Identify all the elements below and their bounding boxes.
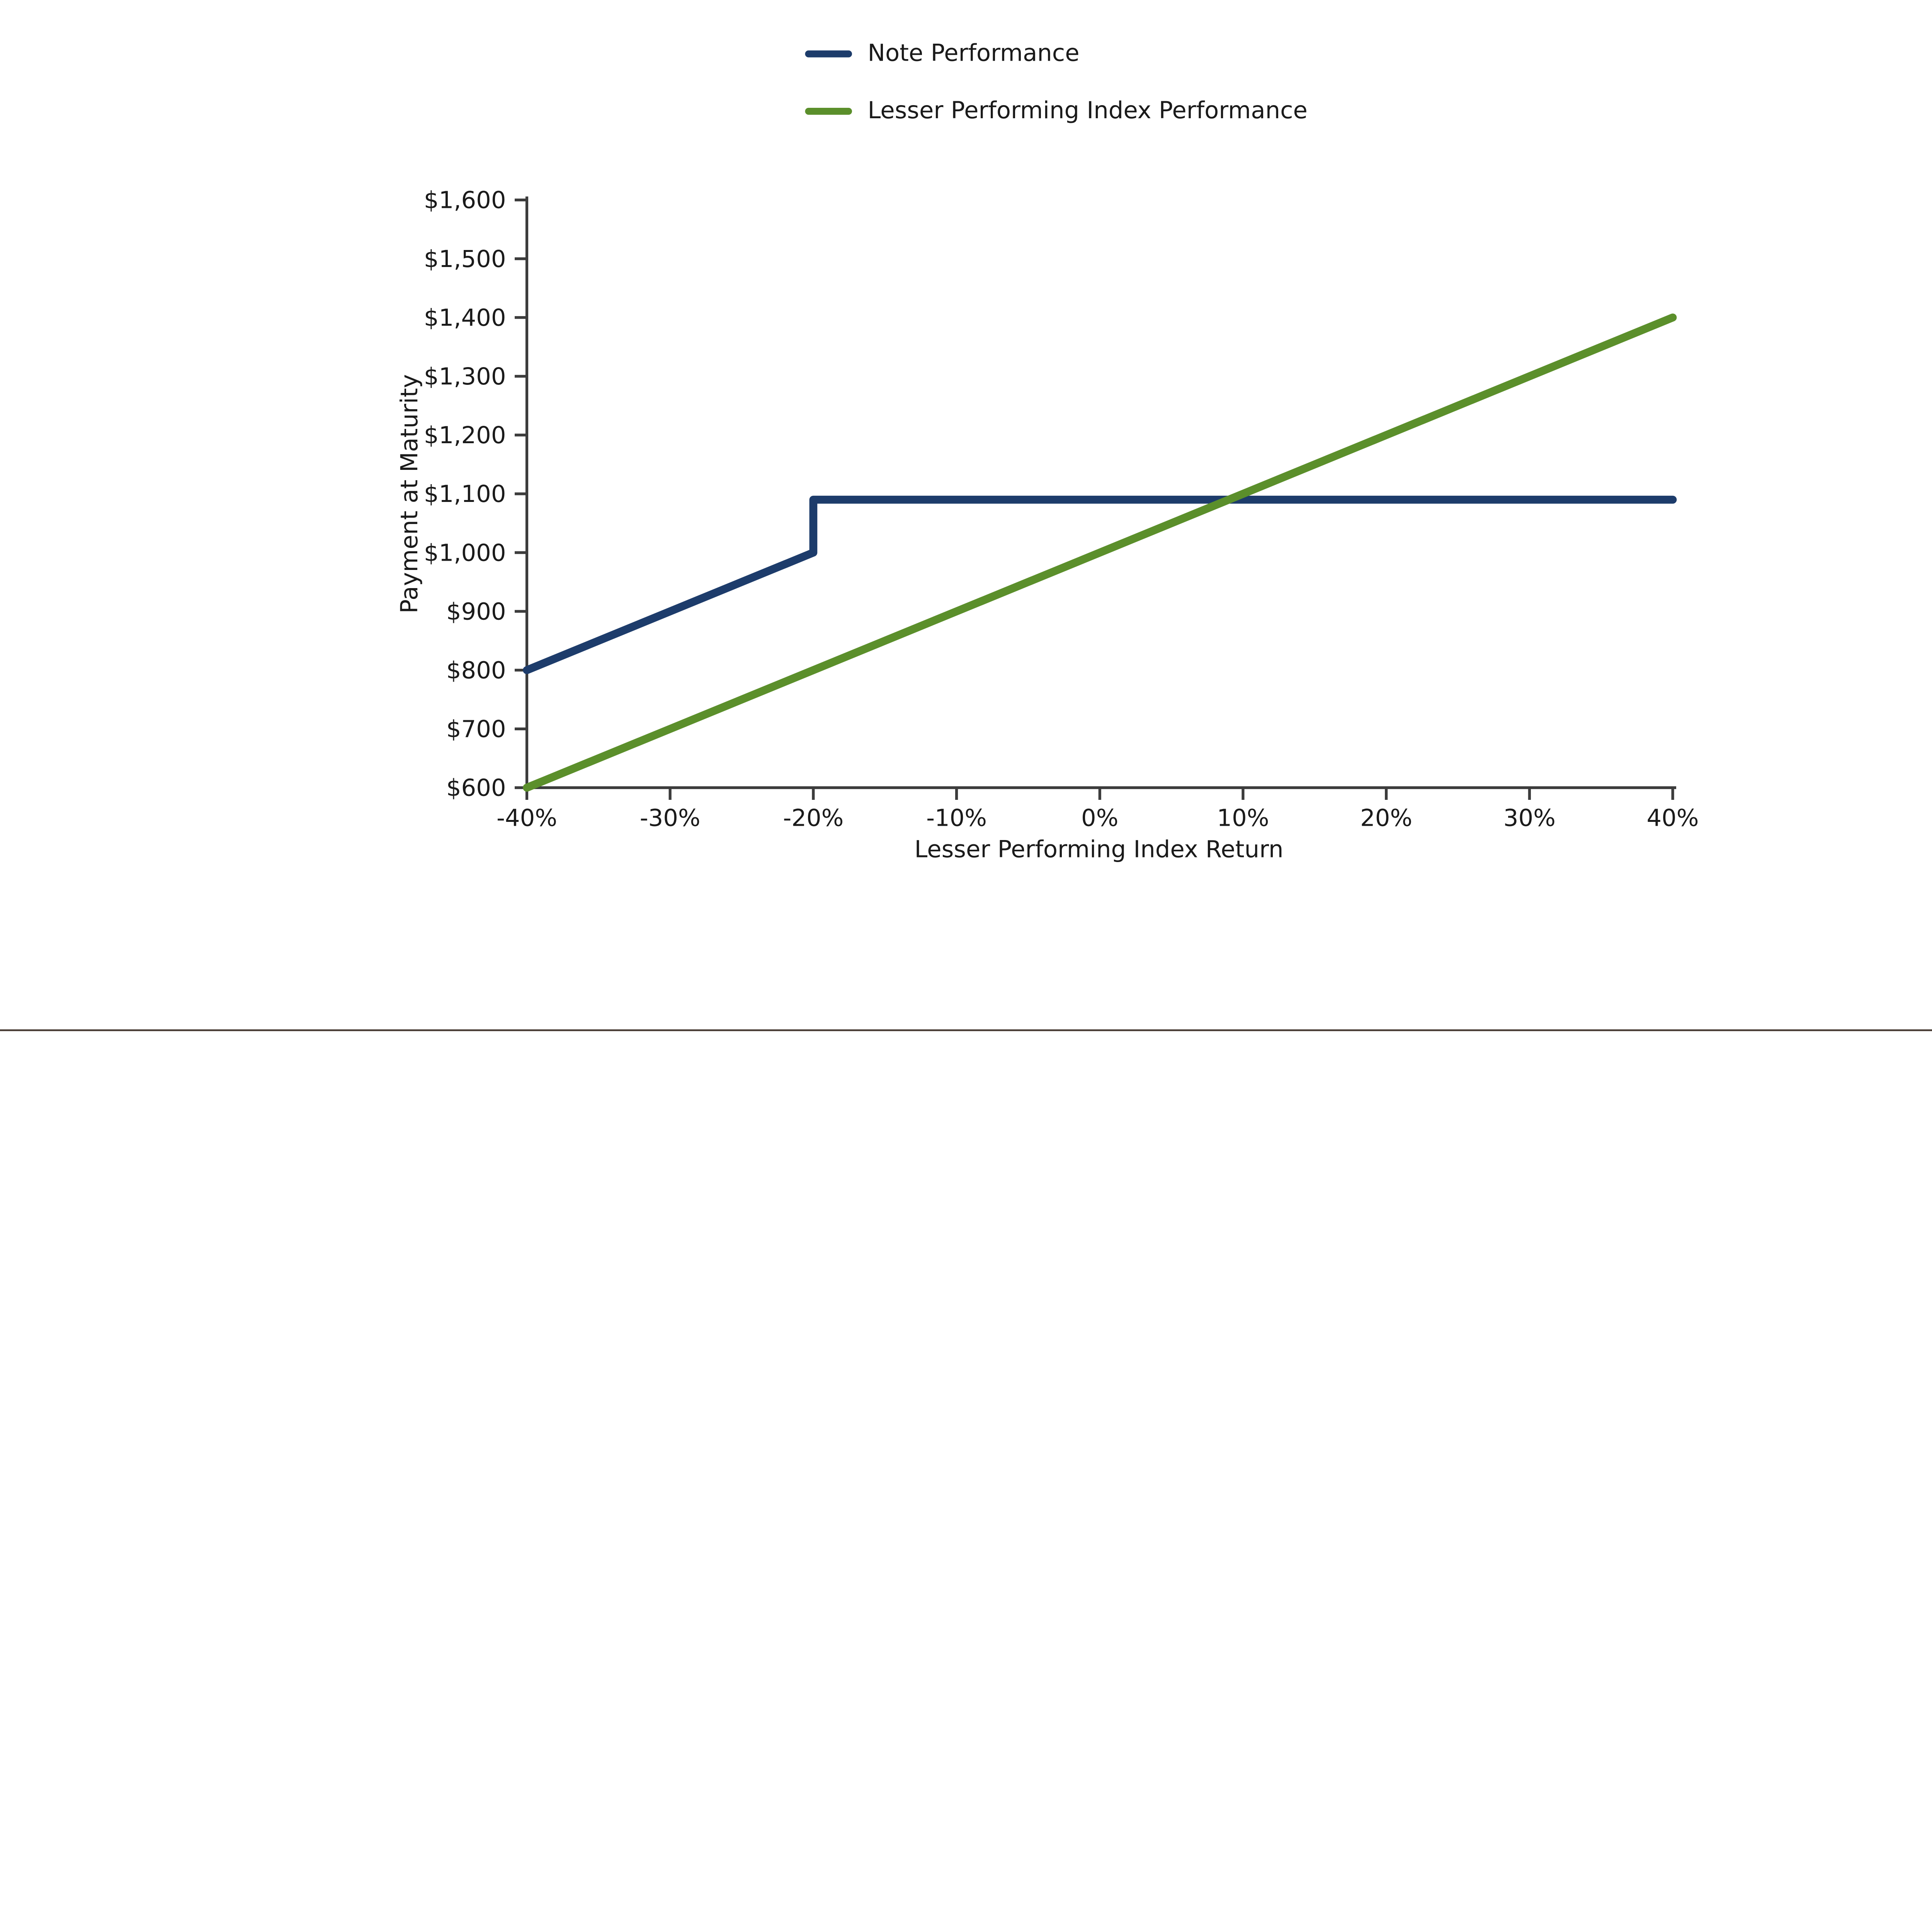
x-tick-label: -10% [926,805,987,832]
x-tick-label: 30% [1503,805,1556,832]
legend-item-note-performance: Note Performance [805,37,1308,71]
x-tick-label: -30% [640,805,701,832]
x-tick-label: -20% [783,805,844,832]
legend-item-index-performance: Lesser Performing Index Performance [805,94,1308,129]
x-tick-label: 10% [1217,805,1269,832]
y-tick-label: $600 [446,775,506,802]
horizontal-divider-1 [0,1029,1932,1031]
legend-swatch-note-performance [805,50,852,58]
payoff-chart: Note Performance Lesser Performing Index… [396,37,1699,864]
y-tick-label: $1,400 [424,304,506,332]
legend-swatch-index-performance [805,107,852,116]
x-tick-label: 0% [1081,805,1118,832]
series-line-1 [523,313,1677,792]
y-tick-label: $1,500 [424,246,506,273]
legend-label-index-performance: Lesser Performing Index Performance [867,97,1308,125]
legend-label-note-performance: Note Performance [867,40,1080,68]
y-tick-label: $1,600 [424,187,506,214]
series-line-0 [523,495,1677,674]
chart-legend: Note Performance Lesser Performing Index… [805,37,1308,151]
y-tick-label: $800 [446,657,506,684]
chart-plot-area: $600 $700 $800 $900 $1,000 $1,100 $1,200 $1,300… [424,187,1699,832]
y-tick-label: $1,300 [424,363,506,390]
x-tick-label: 40% [1646,805,1699,832]
y-tick-label: $1,200 [424,422,506,449]
y-tick-label: $1,000 [424,539,506,566]
x-tick-label: -40% [497,805,557,832]
y-tick-label: $1,100 [424,481,506,508]
y-tick-label: $900 [446,598,506,625]
x-axis-title: Lesser Performing Index Return [914,836,1284,864]
x-tick-label: 20% [1360,805,1412,832]
y-tick-label: $700 [446,716,506,743]
